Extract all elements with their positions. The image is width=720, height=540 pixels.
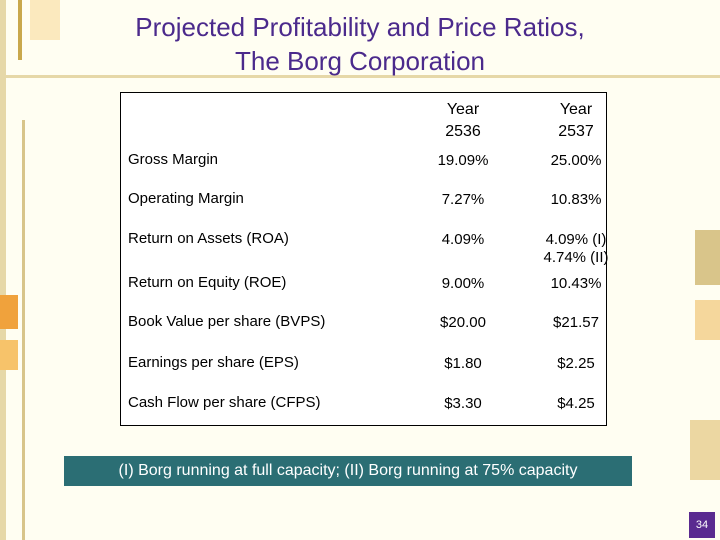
cell-2537: 10.83% [550,191,602,208]
cell-2536: $20.00 [440,314,486,331]
column-header-year: 2537 [558,123,594,140]
decorative-block [695,300,720,340]
row-label-operating-margin: Operating Margin [128,190,244,207]
decorative-block [0,295,18,329]
decorative-block [30,0,60,40]
cell-2537: 10.43% [550,275,602,292]
page-number: 34 [689,512,715,538]
cell-2536: 4.09% [441,231,485,248]
decorative-bar-top [18,0,22,60]
decorative-block [0,340,18,370]
decorative-block [695,230,720,285]
row-label-eps: Earnings per share (EPS) [128,354,299,371]
cell-2537: 4.09% (I) [545,231,607,248]
cell-2537: 25.00% [550,152,602,169]
cell-2537: $21.57 [553,314,599,331]
column-header-line: Year [446,101,480,118]
cell-2536: 7.27% [441,191,485,208]
title-line-1: Projected Profitability and Price Ratios… [135,12,585,42]
cell-2536: 19.09% [437,152,489,169]
capacity-footnote: (I) Borg running at full capacity; (II) … [64,456,632,486]
cell-2537-alt: 4.74% (II) [543,249,609,266]
title-line-2: The Borg Corporation [234,46,486,76]
row-label-roa: Return on Assets (ROA) [128,230,289,247]
row-label-cfps: Cash Flow per share (CFPS) [128,394,321,411]
column-header-line: Year [559,101,593,118]
cell-2537: $4.25 [557,395,595,412]
slide-title: Projected Profitability and Price Ratios… [80,10,640,78]
row-label-gross-margin: Gross Margin [128,151,219,168]
cell-2536: $3.30 [444,395,482,412]
column-header-year: 2536 [445,123,481,140]
decorative-bar-vertical [22,120,25,540]
cell-2536: 9.00% [441,275,485,292]
row-label-roe: Return on Equity (ROE) [128,274,287,291]
decorative-bar-left [0,0,6,540]
row-label-bvps: Book Value per share (BVPS) [128,313,326,330]
column-header-2537: Year 2537 [536,99,616,143]
cell-2536: $1.80 [444,355,482,372]
decorative-block [690,420,720,480]
ratios-table: Year 2536 Year 2537 Gross Margin 19.09% … [120,92,609,426]
column-header-2536: Year 2536 [423,99,503,143]
decorative-bar-horizontal [0,75,720,78]
cell-2537: $2.25 [557,355,595,372]
